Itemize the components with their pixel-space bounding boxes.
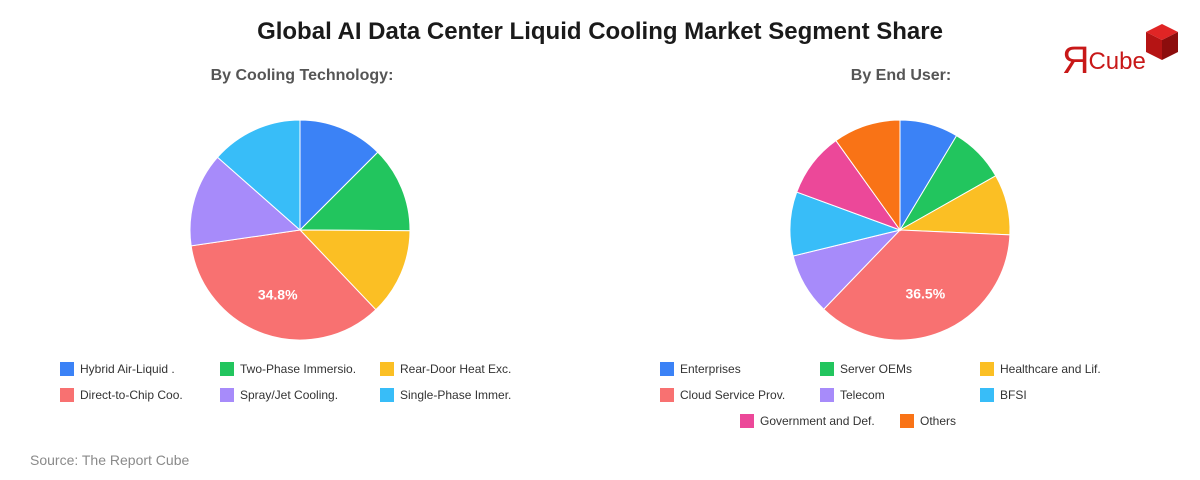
legend-item-rear-door-heat-exc[interactable]: Rear-Door Heat Exc. <box>380 361 511 377</box>
logo-wordmark: ЯCube <box>1062 40 1146 83</box>
subtitle-cooling-technology: By Cooling Technology: <box>210 67 394 84</box>
legend-swatch <box>60 388 74 402</box>
logo-letter: Я <box>1062 40 1089 82</box>
legend-label: Hybrid Air-Liquid . <box>80 362 175 376</box>
cube-icon <box>1146 24 1178 60</box>
legend-swatch <box>820 362 834 376</box>
legend-swatch <box>740 414 754 428</box>
legend-item-enterprises[interactable]: Enterprises <box>660 361 741 377</box>
legend-swatch <box>380 388 394 402</box>
pie-chart-end-user: 36.5% <box>789 119 1011 341</box>
legend-item-government-and-def[interactable]: Government and Def. <box>740 413 875 429</box>
legend-swatch <box>660 388 674 402</box>
legend-item-two-phase-immersio[interactable]: Two-Phase Immersio. <box>220 361 356 377</box>
legend-item-spray-jet-cooling[interactable]: Spray/Jet Cooling. <box>220 387 338 403</box>
legend-label: Two-Phase Immersio. <box>240 362 357 376</box>
legend-label: BFSI <box>1000 388 1027 402</box>
legend-swatch <box>220 362 234 376</box>
legend-swatch <box>820 388 834 402</box>
legend-item-single-phase-immer[interactable]: Single-Phase Immer. <box>380 387 511 403</box>
pie-slice-direct-to-chip-coo <box>190 229 377 341</box>
legend-item-direct-to-chip-coo[interactable]: Direct-to-Chip Coo. <box>60 387 183 403</box>
pie-slice-two-phase-immersio <box>298 151 411 232</box>
pie-slice-cloud-service-prov <box>822 229 1011 341</box>
legend-item-healthcare-and-lif[interactable]: Healthcare and Lif. <box>980 361 1101 377</box>
legend-swatch <box>380 362 394 376</box>
legend-swatch <box>980 388 994 402</box>
legend-label: Government and Def. <box>760 414 875 428</box>
pie-slice-spray-jet-cooling <box>189 156 302 247</box>
legend-swatch <box>900 414 914 428</box>
legend-swatch <box>60 362 74 376</box>
legend-item-bfsi[interactable]: BFSI <box>980 387 1027 403</box>
data-label-direct-to-chip-coo: 34.8% <box>258 286 298 302</box>
legend-label: Server OEMs <box>840 362 913 376</box>
pie-slice-single-phase-immer <box>216 119 301 232</box>
legend-swatch <box>220 388 234 402</box>
legend-swatch <box>980 362 994 376</box>
legend-item-hybrid-air-liquid[interactable]: Hybrid Air-Liquid . <box>60 361 175 377</box>
legend-label: Others <box>920 414 957 428</box>
data-label-cloud-service-prov: 36.5% <box>905 285 945 301</box>
pie-slice-rear-door-heat-exc <box>298 229 411 311</box>
pie-slice-others <box>835 119 901 232</box>
legend-label: Direct-to-Chip Coo. <box>80 388 183 402</box>
subtitle-end-user: By End User: <box>850 67 952 84</box>
legend-label: Enterprises <box>680 362 741 376</box>
chart-title: Global AI Data Center Liquid Cooling Mar… <box>257 18 943 45</box>
legend-label: Healthcare and Lif. <box>1000 362 1101 376</box>
legend-item-others[interactable]: Others <box>900 413 956 429</box>
legend-label: Single-Phase Immer. <box>400 388 512 402</box>
legend-swatch <box>660 362 674 376</box>
legend-label: Cloud Service Prov. <box>680 388 786 402</box>
report-cube-logo: ЯCube <box>1058 22 1183 82</box>
legend-label: Rear-Door Heat Exc. <box>400 362 512 376</box>
pie-slice-hybrid-air-liquid <box>299 119 379 232</box>
source-note: Source: The Report Cube <box>30 452 190 468</box>
legend-label: Spray/Jet Cooling. <box>240 388 339 402</box>
legend-item-cloud-service-prov[interactable]: Cloud Service Prov. <box>660 387 785 403</box>
legend-item-telecom[interactable]: Telecom <box>820 387 885 403</box>
legend-item-server-oems[interactable]: Server OEMs <box>820 361 912 377</box>
legend-label: Telecom <box>840 388 885 402</box>
pie-chart-cooling-technology: 34.8% <box>189 119 411 341</box>
logo-text: Cube <box>1088 48 1146 75</box>
